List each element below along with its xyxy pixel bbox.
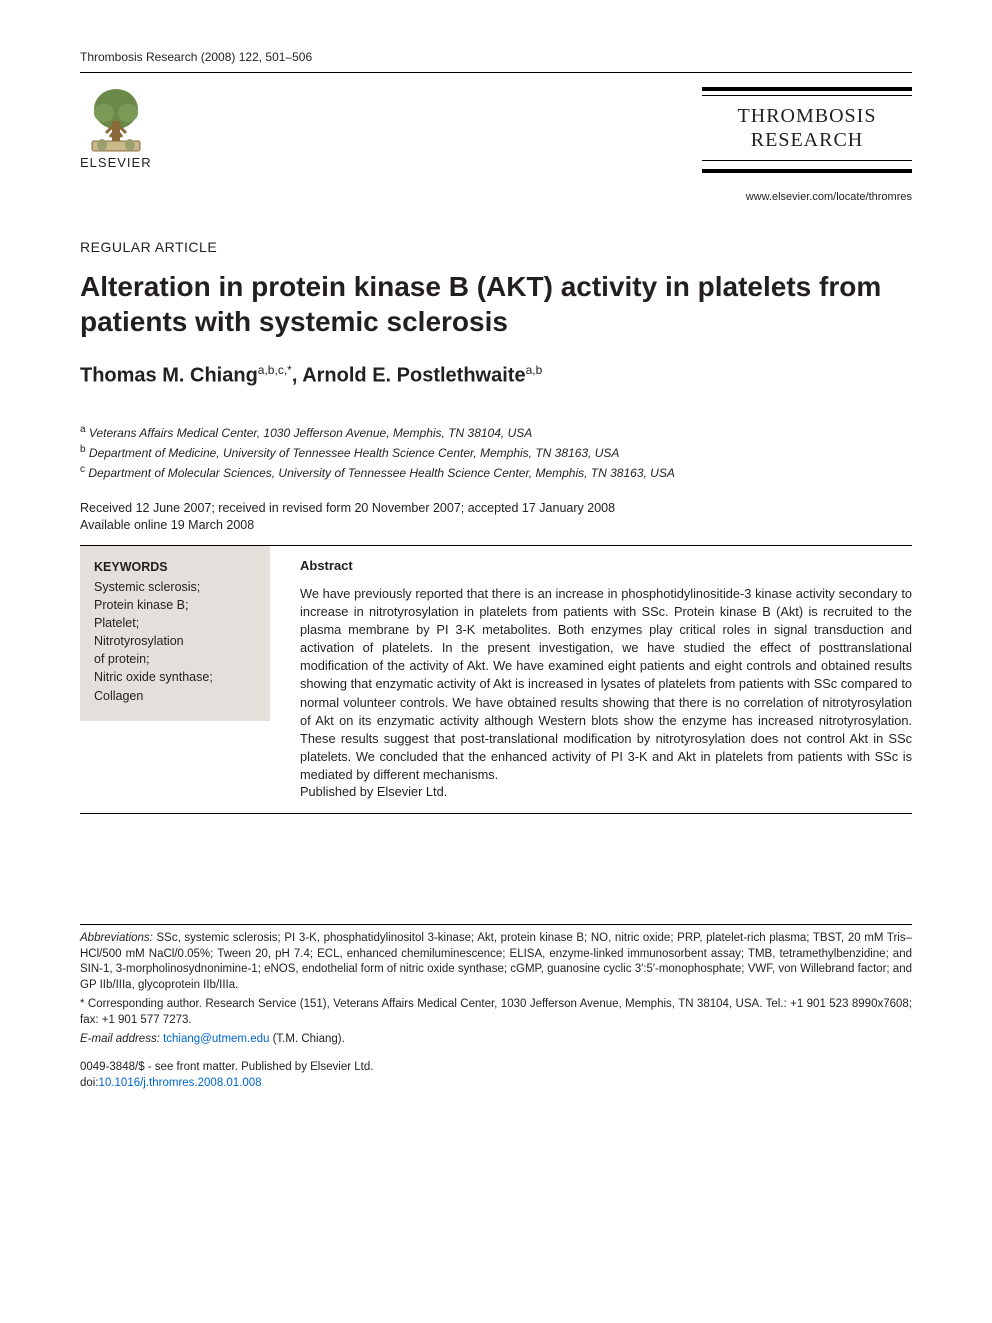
journal-block: THROMBOSIS RESEARCH [702,87,912,173]
keyword-item: Nitrotyrosylation [94,632,256,650]
article-dates: Received 12 June 2007; received in revis… [80,500,912,535]
journal-rule-thin [702,95,912,96]
abbrev-text: SSc, systemic sclerosis; PI 3-K, phospha… [80,932,912,991]
journal-block-wrapper: THROMBOSIS RESEARCH www.elsevier.com/loc… [702,87,912,203]
doi-prefix: doi: [80,1077,99,1089]
elsevier-tree-icon [86,87,146,153]
keyword-item: of protein; [94,650,256,668]
keywords-head: KEYWORDS [94,558,256,576]
dates-line2: Available online 19 March 2008 [80,517,912,535]
doi-line: doi:10.1016/j.thromres.2008.01.008 [80,1076,912,1092]
keyword-item: Nitric oxide synthase; [94,668,256,686]
dates-line1: Received 12 June 2007; received in revis… [80,500,912,518]
abbreviations-footnote: Abbreviations: SSc, systemic sclerosis; … [80,931,912,993]
footnotes: Abbreviations: SSc, systemic sclerosis; … [80,924,912,1048]
top-rule [80,72,912,73]
journal-rule-thin-2 [702,160,912,161]
keyword-item: Collagen [94,687,256,705]
journal-name-line1: THROMBOSIS [738,105,877,127]
affiliation-item: a Veterans Affairs Medical Center, 1030 … [80,422,912,442]
author-affil-marks: a,b,c,* [258,363,292,377]
journal-rule-thick [702,87,912,91]
abstract-text: We have previously reported that there i… [300,585,912,785]
corresponding-author-footnote: * Corresponding author. Research Service… [80,997,912,1028]
keyword-item: Systemic sclerosis; [94,578,256,596]
copyright-block: 0049-3848/$ - see front matter. Publishe… [80,1060,912,1091]
abstract-row: KEYWORDS Systemic sclerosis; Protein kin… [80,546,912,800]
keyword-item: Protein kinase B; [94,596,256,614]
author-name: Thomas M. Chiang [80,365,258,387]
article-title: Alteration in protein kinase B (AKT) act… [80,269,912,339]
corr-label: * Corresponding author. [80,998,202,1010]
corr-text: Research Service (151), Veterans Affairs… [80,998,912,1026]
keywords-box: KEYWORDS Systemic sclerosis; Protein kin… [80,546,270,721]
email-paren: (T.M. Chiang). [269,1033,344,1045]
publisher-logo-block: ELSEVIER [80,87,152,170]
journal-url: www.elsevier.com/locate/thromres [702,191,912,203]
abstract-publisher-line: Published by Elsevier Ltd. [300,784,912,799]
journal-name-line2: RESEARCH [751,129,863,151]
journal-rule-thick-2 [702,169,912,173]
email-link[interactable]: tchiang@utmem.edu [163,1033,269,1045]
author-name: Arnold E. Postlethwaite [302,365,525,387]
running-head: Thrombosis Research (2008) 122, 501–506 [80,50,912,64]
publisher-name: ELSEVIER [80,155,152,170]
affiliations: a Veterans Affairs Medical Center, 1030 … [80,422,912,482]
author-affil-marks: a,b [526,363,543,377]
affiliation-item: b Department of Medicine, University of … [80,442,912,462]
abstract-head: Abstract [300,558,912,573]
email-label: E-mail address: [80,1033,160,1045]
abbrev-label: Abbreviations: [80,932,153,944]
footnote-rule [80,924,912,925]
journal-name: THROMBOSIS RESEARCH [702,104,912,152]
copyright-line1: 0049-3848/$ - see front matter. Publishe… [80,1060,912,1076]
affiliation-item: c Department of Molecular Sciences, Univ… [80,462,912,482]
abstract-column: Abstract We have previously reported tha… [270,546,912,800]
article-type: REGULAR ARTICLE [80,239,912,255]
header-row: ELSEVIER THROMBOSIS RESEARCH www.elsevie… [80,87,912,203]
authors-line: Thomas M. Chianga,b,c,*, Arnold E. Postl… [80,363,912,388]
doi-link[interactable]: 10.1016/j.thromres.2008.01.008 [99,1077,262,1089]
bottom-rule [80,813,912,814]
email-footnote: E-mail address: tchiang@utmem.edu (T.M. … [80,1032,912,1048]
keyword-item: Platelet; [94,614,256,632]
